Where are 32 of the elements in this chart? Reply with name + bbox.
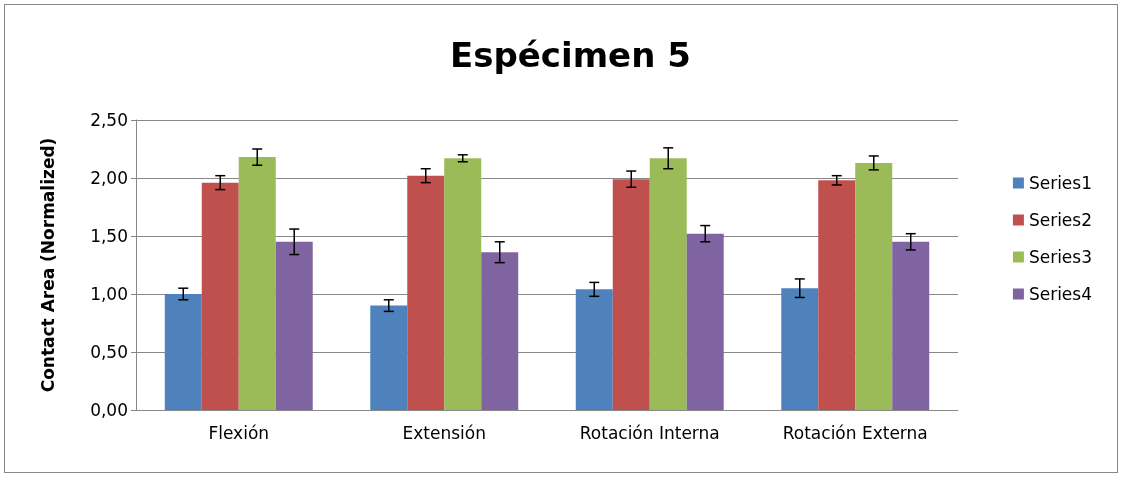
bar bbox=[164, 294, 202, 410]
x-tick-label: Rotación Interna bbox=[579, 422, 720, 443]
bar bbox=[575, 289, 613, 410]
bar bbox=[686, 233, 724, 410]
y-tick-label: 2,00 bbox=[90, 168, 128, 188]
y-tick-label: 1,00 bbox=[90, 284, 128, 304]
legend-label: Series4 bbox=[1028, 284, 1093, 304]
chart-title: Espécimen 5 bbox=[450, 35, 691, 75]
bar bbox=[481, 252, 519, 410]
x-tick-label: Rotación Externa bbox=[782, 422, 928, 443]
bar bbox=[818, 180, 856, 410]
bar bbox=[612, 179, 650, 410]
bar bbox=[201, 182, 239, 410]
legend-label: Series3 bbox=[1028, 247, 1093, 267]
y-tick-label: 1,50 bbox=[90, 226, 128, 246]
y-tick-label: 0,50 bbox=[90, 342, 128, 362]
bar bbox=[649, 158, 687, 410]
legend-label: Series2 bbox=[1028, 210, 1093, 230]
bar bbox=[892, 241, 930, 410]
y-tick-label: 0,00 bbox=[90, 400, 128, 420]
legend-label: Series1 bbox=[1028, 173, 1093, 193]
bar bbox=[370, 305, 408, 410]
x-tick-label: Extensión bbox=[402, 422, 486, 443]
bar bbox=[444, 158, 482, 410]
bar bbox=[238, 157, 276, 410]
y-tick-label: 2,50 bbox=[90, 110, 128, 130]
bar bbox=[781, 288, 819, 410]
y-axis-title: Contact Area (Normalized) bbox=[37, 137, 58, 393]
bar bbox=[407, 175, 445, 410]
x-tick-label: Flexión bbox=[208, 422, 270, 443]
bar bbox=[855, 162, 893, 410]
bar bbox=[275, 241, 313, 410]
